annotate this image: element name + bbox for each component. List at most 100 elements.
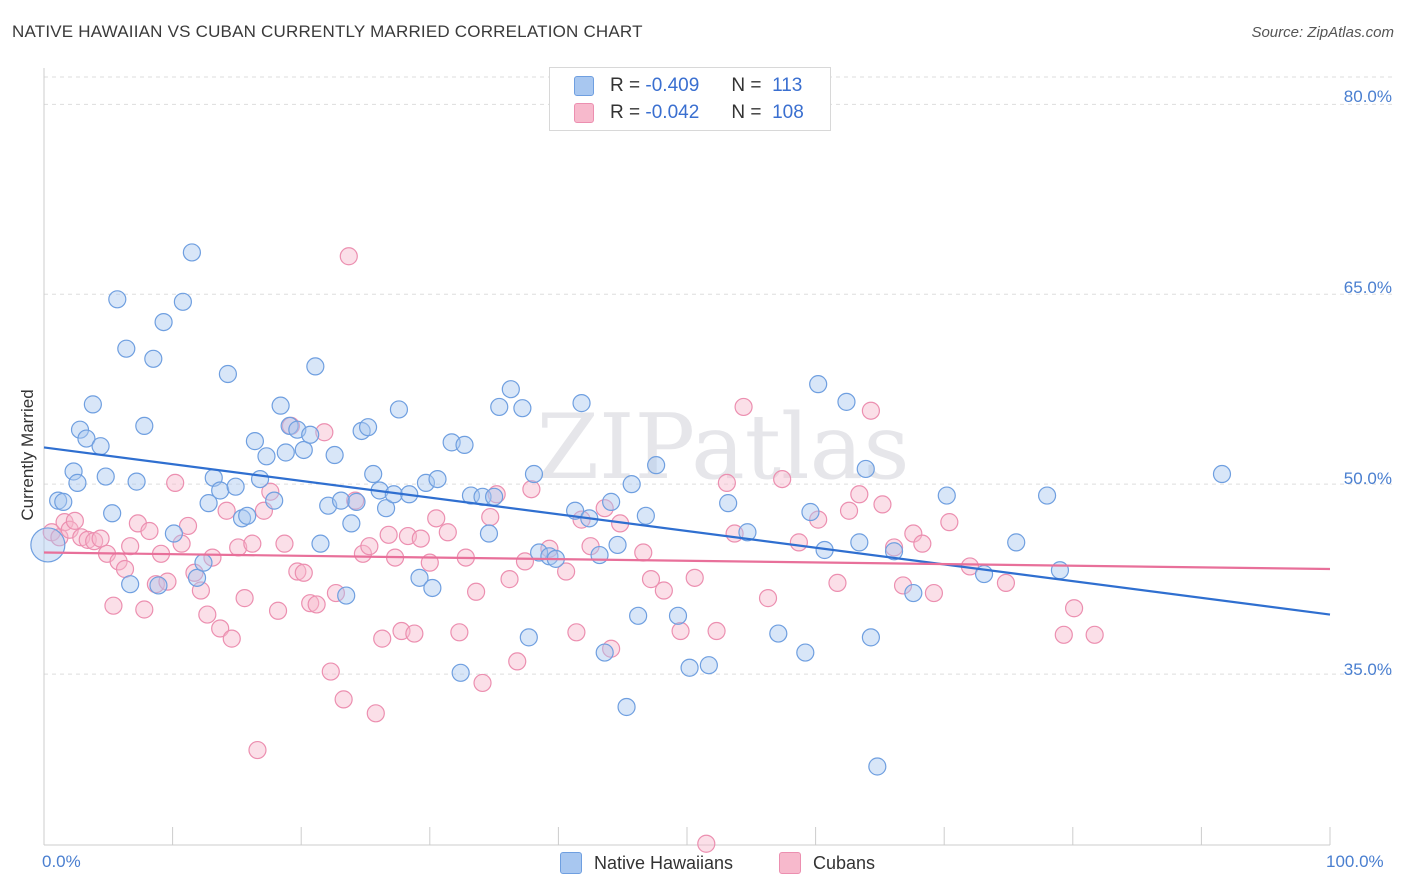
cuban-point <box>940 513 959 532</box>
native-hawaiian-point <box>572 394 591 413</box>
native-hawaiian-point <box>337 586 356 605</box>
cuban-point <box>235 589 254 608</box>
cuban-point <box>641 570 661 589</box>
bottom-legend-cubans[interactable]: Cubans <box>779 852 875 874</box>
watermark: ZIPatlas <box>536 395 909 500</box>
native-hawaiian-point <box>699 656 718 675</box>
trend-lines <box>43 446 1331 616</box>
legend-swatch-pink <box>574 103 594 123</box>
native-hawaiian-point <box>311 534 330 553</box>
native-hawaiian-point <box>232 509 252 528</box>
native-hawaiian-point <box>680 658 699 677</box>
cuban-point <box>1085 625 1104 644</box>
cuban-point <box>500 570 519 589</box>
native-hawaiian-point <box>325 445 344 465</box>
legend-swatch-blue <box>574 76 594 96</box>
native-hawaiian-point <box>364 464 383 484</box>
cuban-point <box>360 537 379 556</box>
cuban-point <box>321 662 340 681</box>
cuban-point <box>135 600 154 619</box>
native-hawaiian-point <box>271 396 290 415</box>
cuban-point <box>671 621 690 641</box>
native-hawaiians-points <box>30 243 1232 776</box>
y-tick-label: 35.0% <box>1343 660 1392 679</box>
native-hawaiian-point <box>590 545 609 565</box>
native-hawaiian-point <box>937 486 956 505</box>
legend-n-label: N = <box>731 102 762 123</box>
native-hawaiian-point <box>602 492 621 511</box>
cuban-point <box>78 530 97 549</box>
native-hawaiian-point <box>199 494 218 513</box>
cuban-point <box>904 524 923 543</box>
cuban-point <box>261 482 280 501</box>
native-hawaiian-point <box>358 418 378 437</box>
axes <box>43 68 1331 846</box>
native-hawaiian-point <box>416 473 436 492</box>
native-hawaiian-point <box>342 514 361 533</box>
native-hawaiian-point <box>455 435 474 455</box>
native-hawaiian-point <box>389 400 409 419</box>
native-hawaiian-point <box>30 527 66 563</box>
cuban-point <box>873 495 892 514</box>
cuban-point <box>634 543 653 562</box>
native-hawaiian-point <box>238 506 257 525</box>
native-hawaiian-point <box>331 491 351 510</box>
cuban-point <box>353 544 373 563</box>
bottom-legend-native-hawaiians[interactable]: Native Hawaiians <box>560 852 733 874</box>
native-hawaiian-point <box>347 492 366 511</box>
cuban-point <box>567 623 586 642</box>
native-hawaiian-point <box>1050 561 1070 580</box>
native-hawaiian-point <box>884 542 904 561</box>
cuban-point <box>115 559 135 579</box>
native-hawaiian-point <box>276 443 295 462</box>
native-hawaiian-point <box>144 349 163 368</box>
cuban-point <box>522 480 541 499</box>
cubans-points <box>42 247 1104 853</box>
cuban-point <box>540 539 559 558</box>
native-hawaiian-point <box>108 290 127 309</box>
native-hawaiian-point <box>250 469 270 489</box>
native-hawaiian-point <box>265 491 284 510</box>
native-hawaiian-point <box>218 364 237 384</box>
cuban-point <box>515 552 535 571</box>
cuban-point <box>339 247 358 266</box>
cuban-point <box>288 562 307 581</box>
native-hawaiian-point <box>428 469 447 489</box>
native-hawaiian-point <box>77 429 96 448</box>
native-hawaiian-point <box>801 502 820 522</box>
native-hawaiian-point <box>595 643 614 662</box>
native-hawaiian-point <box>622 475 641 494</box>
native-hawaiian-point <box>809 375 828 394</box>
native-hawaiian-point <box>294 440 313 460</box>
native-hawaiian-point <box>524 464 544 484</box>
native-hawaiian-point <box>513 399 532 418</box>
cuban-point <box>557 562 576 581</box>
gridlines <box>44 76 1392 675</box>
cuban-point <box>121 537 140 556</box>
cuban-point <box>839 501 859 520</box>
cuban-point <box>315 423 334 442</box>
cuban-point <box>294 563 313 582</box>
native-hawaiian-point <box>54 492 73 511</box>
native-hawaiian-point <box>423 578 442 598</box>
native-hawaiian-point <box>861 628 880 647</box>
cuban-point <box>884 538 904 557</box>
cuban-point <box>828 573 847 593</box>
legend-n-label: N = <box>731 75 762 96</box>
cuban-point <box>487 485 506 504</box>
cuban-point <box>222 629 241 648</box>
native-hawaiian-point <box>135 416 154 436</box>
native-hawaiian-point <box>519 628 538 647</box>
cuban-point <box>307 595 326 614</box>
legend-r-value: -0.042 <box>645 102 700 123</box>
cuban-point <box>268 601 288 620</box>
native-hawaiian-point <box>173 292 192 311</box>
cuban-point <box>850 485 869 504</box>
native-hawaiian-point <box>629 606 648 625</box>
native-hawaiian-point <box>306 357 325 376</box>
chart-title: NATIVE HAWAIIAN VS CUBAN CURRENTLY MARRI… <box>12 22 643 41</box>
native-hawaiian-point <box>796 643 815 662</box>
cuban-point <box>334 690 353 709</box>
cuban-point <box>697 834 716 853</box>
